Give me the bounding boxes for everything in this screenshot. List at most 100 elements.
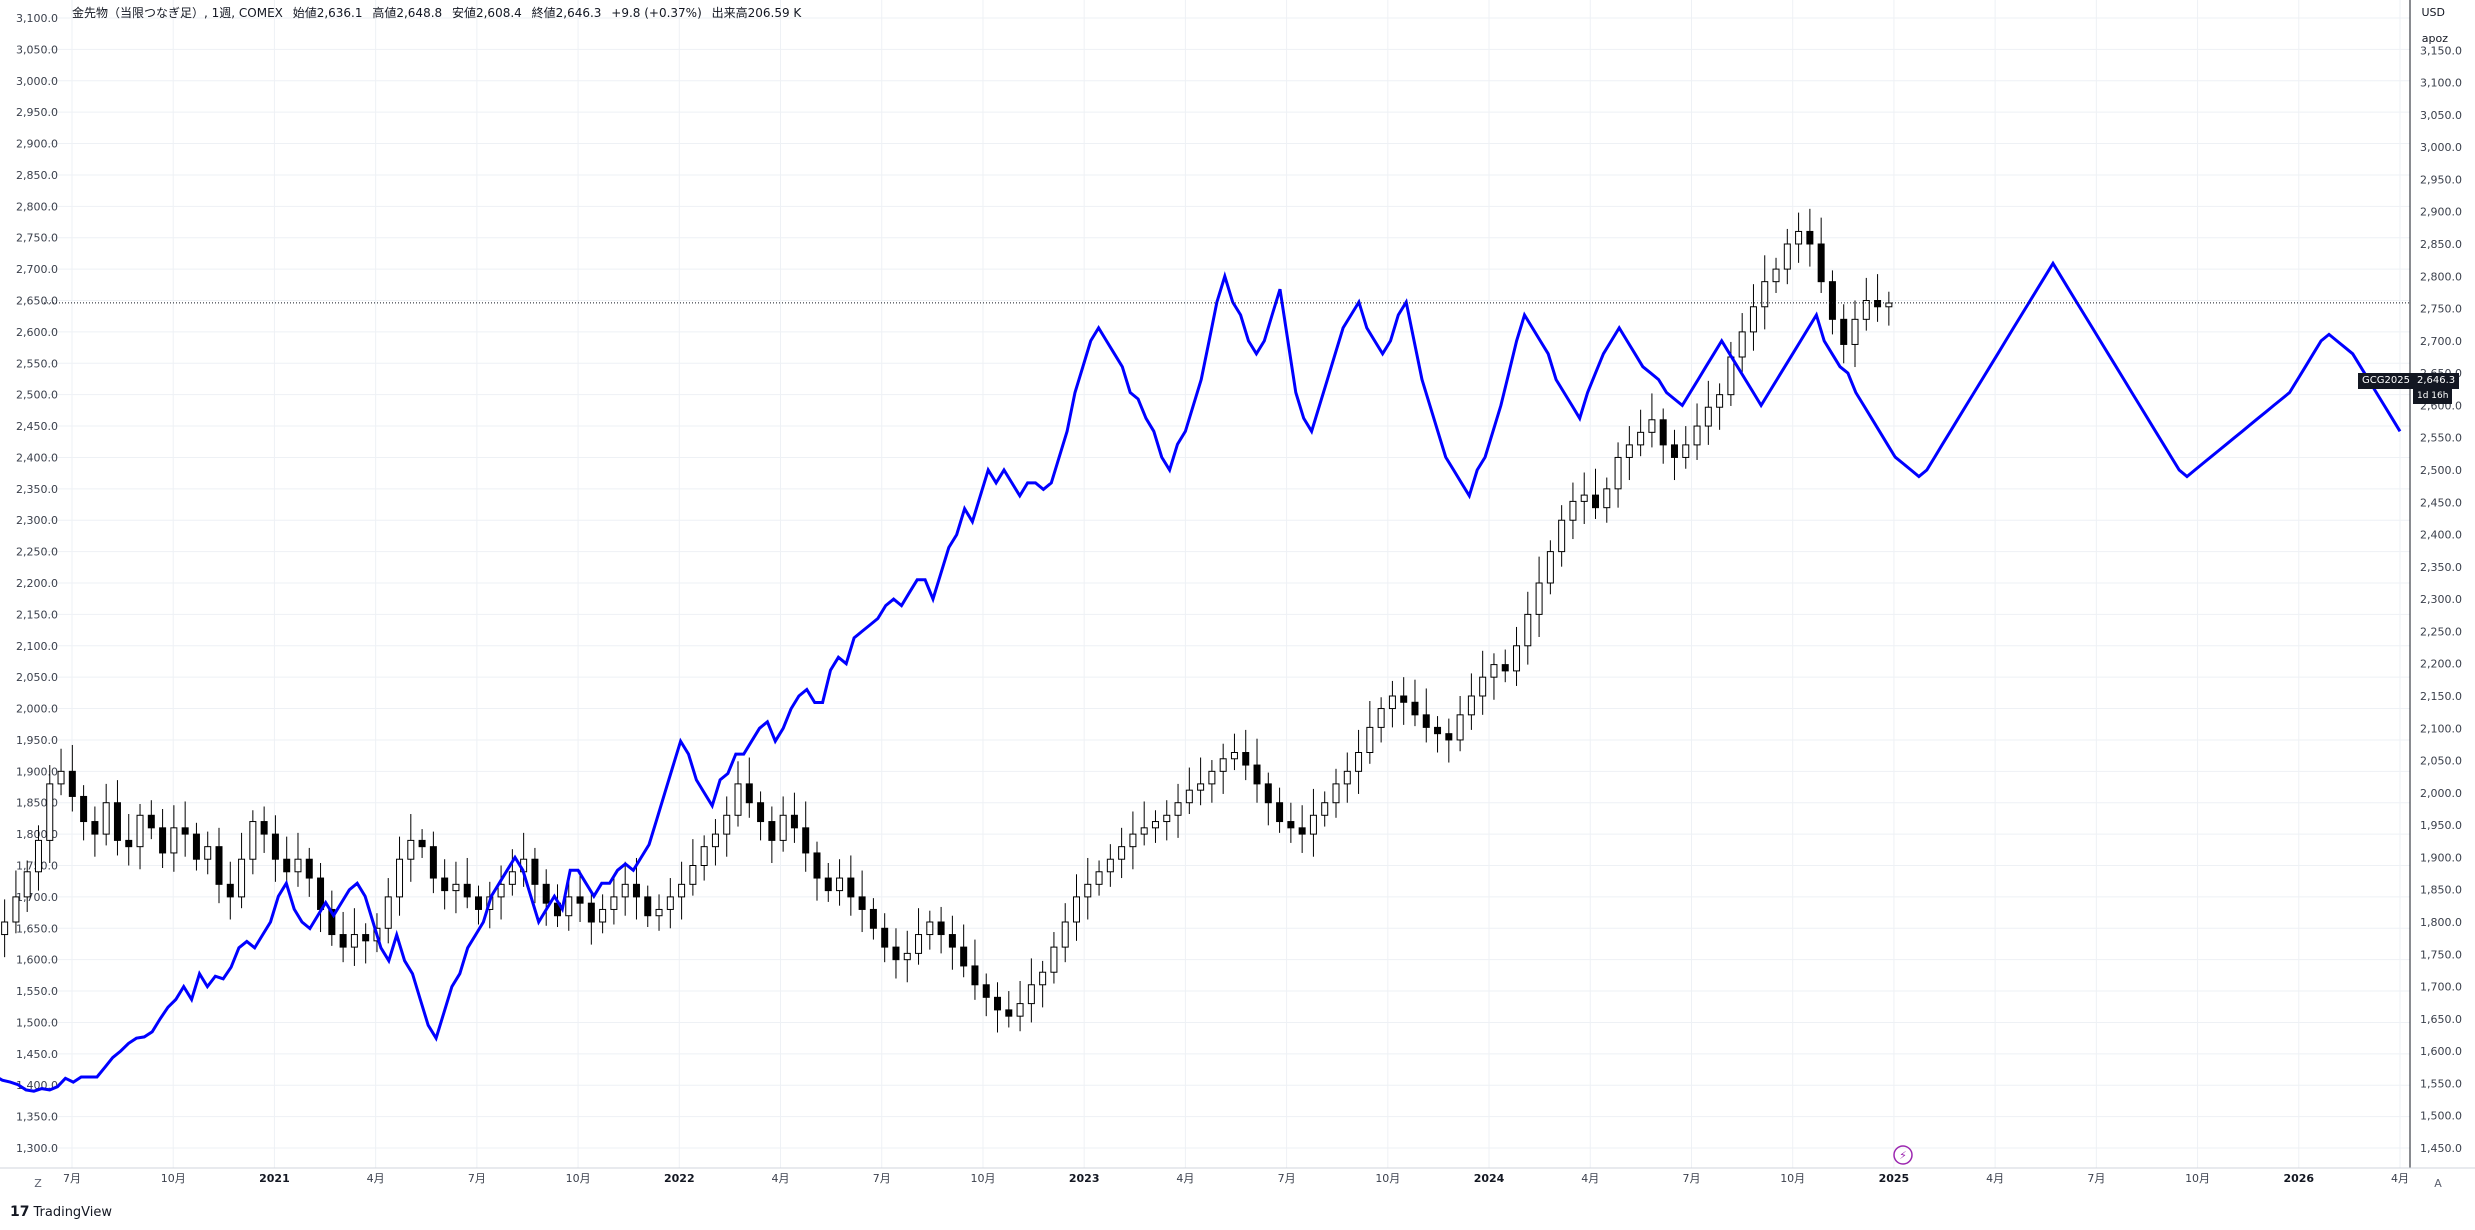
candle-body <box>1309 814 1317 835</box>
auto-scale-button[interactable]: A <box>2434 1176 2442 1190</box>
candle-body <box>723 814 731 835</box>
candle-body <box>1388 695 1396 710</box>
left-tick-label: 3,100.0 <box>16 12 58 25</box>
candle-body <box>1332 783 1340 804</box>
candle-body <box>1862 300 1870 320</box>
candle-body <box>1727 356 1735 396</box>
lightning-event-icon[interactable] <box>1893 1145 1913 1165</box>
candle-body <box>1411 701 1419 716</box>
left-tick-label: 1,550.0 <box>16 985 58 998</box>
candle-body <box>858 896 866 910</box>
candle-body <box>960 946 968 967</box>
left-tick-label: 2,200.0 <box>16 577 58 590</box>
candle-body <box>1806 230 1814 245</box>
lightning-glyph: ⚡ <box>1899 1149 1907 1162</box>
left-tick-label: 2,550.0 <box>16 357 58 370</box>
time-tick-label: 2025 <box>1879 1172 1910 1185</box>
time-axis[interactable]: 7月 10月 2021 4月 7月 10月 2022 4月 7月 10月 2023 4月 7月 10月 20… <box>63 1172 2409 1185</box>
candle-body <box>1795 230 1803 245</box>
left-tick-label: 2,800.0 <box>16 200 58 213</box>
candle-body <box>1659 419 1667 446</box>
time-tick-label: 10月 <box>1780 1172 1805 1185</box>
candle-body <box>689 865 697 885</box>
candle-body <box>452 883 460 892</box>
candle-body <box>1501 664 1509 672</box>
candle-body <box>249 821 257 860</box>
left-tick-label: 3,050.0 <box>16 43 58 56</box>
right-tick-label: 2,800.0 <box>2420 270 2462 283</box>
time-tick-label: 2023 <box>1069 1172 1100 1185</box>
candle-body <box>790 814 798 829</box>
candle-body <box>1592 494 1600 509</box>
scale-left-button[interactable]: Z <box>34 1176 42 1190</box>
candle-body <box>1366 726 1374 754</box>
candle-body <box>23 871 31 898</box>
candle-body <box>1197 783 1205 791</box>
candle-body <box>1027 984 1035 1005</box>
symbol-info[interactable]: 金先物（当限つなぎ足）, 1週, COMEX <box>72 6 283 20</box>
candle-body <box>113 802 121 841</box>
candle-body <box>1095 871 1103 885</box>
right-tick-label: 1,900.0 <box>2420 851 2462 864</box>
time-tick-label: 7月 <box>468 1172 486 1185</box>
candle-body <box>226 883 234 898</box>
symbol-legend[interactable]: 金先物（当限つなぎ足）, 1週, COMEX 始値2,636.1 高値2,648… <box>72 4 807 21</box>
time-tick-label: 7月 <box>1682 1172 1700 1185</box>
candle-body <box>1637 431 1645 446</box>
candle-body <box>328 908 336 936</box>
left-tick-label: 2,500.0 <box>16 389 58 402</box>
candle-body <box>1704 406 1712 427</box>
left-tick-label: 1,900.0 <box>16 765 58 778</box>
tradingview-brand[interactable]: 17 TradingView <box>10 1204 112 1220</box>
right-tick-label: 2,100.0 <box>2420 722 2462 735</box>
left-tick-label: 2,950.0 <box>16 106 58 119</box>
candle-body <box>350 934 358 948</box>
candle-body <box>1603 488 1611 509</box>
time-tick-label: 7月 <box>873 1172 891 1185</box>
candle-body <box>1874 300 1882 308</box>
candle-body <box>1242 752 1250 766</box>
candle-body <box>1614 456 1622 490</box>
currency-label[interactable]: USD <box>2421 6 2445 19</box>
legend-open: 始値2,636.1 <box>292 6 363 20</box>
candle-body <box>632 883 640 898</box>
right-tick-label: 2,200.0 <box>2420 658 2462 671</box>
left-tick-label: 2,900.0 <box>16 138 58 151</box>
candle-body <box>711 833 719 848</box>
right-tick-label: 1,950.0 <box>2420 819 2462 832</box>
right-price-axis[interactable]: 1,450.0 1,500.0 1,550.0 1,600.0 1,650.0 1,700… <box>2420 44 2462 1155</box>
candle-body <box>1817 243 1825 283</box>
candle-body <box>1445 733 1453 741</box>
left-price-axis[interactable]: 1,300.01,350.01,400.01,450.01,500.01,550… <box>16 12 58 1155</box>
candle-body <box>1738 331 1746 358</box>
candle-body <box>621 883 629 898</box>
candle-body <box>1174 802 1182 816</box>
compare-symbol-label[interactable]: apoz <box>2421 32 2448 45</box>
candle-body <box>700 846 708 867</box>
candle-body <box>362 934 370 942</box>
candle-body <box>666 896 674 910</box>
time-tick-label: 4月 <box>1176 1172 1194 1185</box>
candle-body <box>215 846 223 885</box>
left-tick-label: 2,350.0 <box>16 483 58 496</box>
candle-body <box>1129 833 1137 848</box>
right-tick-label: 2,050.0 <box>2420 755 2462 768</box>
right-tick-label: 3,150.0 <box>2420 44 2462 57</box>
candle-body <box>260 821 268 835</box>
grid <box>44 0 2410 1168</box>
legend-volume: 出来高206.59 K <box>711 6 802 20</box>
candle-body <box>1772 268 1780 283</box>
candle-body <box>1456 714 1464 741</box>
right-tick-label: 3,050.0 <box>2420 109 2462 122</box>
candle-body <box>1185 789 1193 804</box>
candle-body <box>294 858 302 873</box>
candle-body <box>587 902 595 923</box>
candle-body <box>1163 814 1171 823</box>
right-tick-label: 2,700.0 <box>2420 335 2462 348</box>
candle-body <box>1761 281 1769 308</box>
time-tick-label: 2021 <box>259 1172 290 1185</box>
candle-body <box>181 827 189 835</box>
candle-body <box>1513 645 1521 672</box>
